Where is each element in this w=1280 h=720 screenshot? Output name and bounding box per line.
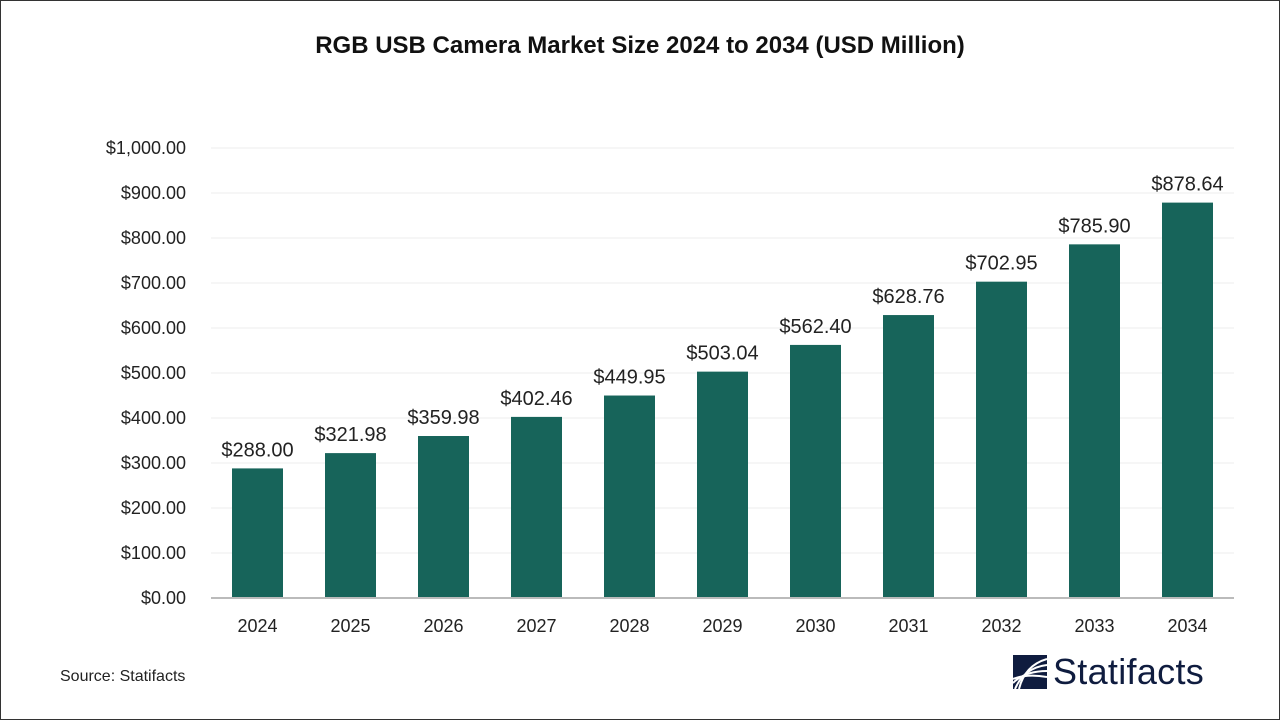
data-label: $785.90 bbox=[1058, 215, 1130, 237]
y-tick-label: $600.00 bbox=[121, 318, 186, 338]
x-tick-label: 2026 bbox=[423, 616, 463, 636]
bar-2033 bbox=[1069, 244, 1120, 598]
statifacts-logo-icon bbox=[1013, 655, 1047, 689]
x-tick-label: 2029 bbox=[702, 616, 742, 636]
bar-2031 bbox=[883, 315, 934, 598]
y-tick-label: $0.00 bbox=[141, 588, 186, 608]
x-tick-label: 2025 bbox=[330, 616, 370, 636]
bar-2025 bbox=[325, 453, 376, 598]
chart-title: RGB USB Camera Market Size 2024 to 2034 … bbox=[315, 32, 965, 59]
bar-2024 bbox=[232, 468, 283, 598]
bar-2032 bbox=[976, 281, 1027, 598]
data-label: $449.95 bbox=[593, 367, 665, 389]
y-tick-label: $300.00 bbox=[121, 453, 186, 473]
statifacts-logo-text: Statifacts bbox=[1053, 651, 1205, 692]
source-note: Source: Statifacts bbox=[60, 668, 186, 685]
y-tick-label: $900.00 bbox=[121, 183, 186, 203]
y-tick-label: $500.00 bbox=[121, 363, 186, 383]
data-label: $359.98 bbox=[407, 407, 479, 429]
data-label: $878.64 bbox=[1151, 174, 1223, 196]
x-tick-label: 2034 bbox=[1167, 616, 1207, 636]
y-tick-label: $1,000.00 bbox=[106, 138, 186, 158]
data-label: $321.98 bbox=[314, 424, 386, 446]
x-tick-label: 2031 bbox=[888, 616, 928, 636]
y-tick-label: $400.00 bbox=[121, 408, 186, 428]
bar-2028 bbox=[604, 395, 655, 598]
bar-2030 bbox=[790, 344, 841, 598]
y-tick-label: $200.00 bbox=[121, 498, 186, 518]
statifacts-logo: Statifacts bbox=[1013, 651, 1204, 693]
data-label: $702.95 bbox=[965, 253, 1037, 275]
bar-2034 bbox=[1162, 202, 1213, 598]
y-tick-label: $800.00 bbox=[121, 228, 186, 248]
data-label: $288.00 bbox=[221, 439, 293, 461]
x-tick-label: 2028 bbox=[609, 616, 649, 636]
y-tick-label: $100.00 bbox=[121, 543, 186, 563]
x-tick-label: 2030 bbox=[795, 616, 835, 636]
x-tick-label: 2032 bbox=[981, 616, 1021, 636]
x-tick-label: 2033 bbox=[1074, 616, 1114, 636]
data-label: $402.46 bbox=[500, 388, 572, 410]
bar-2026 bbox=[418, 436, 469, 598]
bar-2027 bbox=[511, 416, 562, 598]
bar-2029 bbox=[697, 371, 748, 598]
data-label: $562.40 bbox=[779, 316, 851, 338]
data-label: $628.76 bbox=[872, 286, 944, 308]
data-label: $503.04 bbox=[686, 343, 758, 365]
x-tick-label: 2024 bbox=[237, 616, 277, 636]
y-tick-label: $700.00 bbox=[121, 273, 186, 293]
x-tick-label: 2027 bbox=[516, 616, 556, 636]
